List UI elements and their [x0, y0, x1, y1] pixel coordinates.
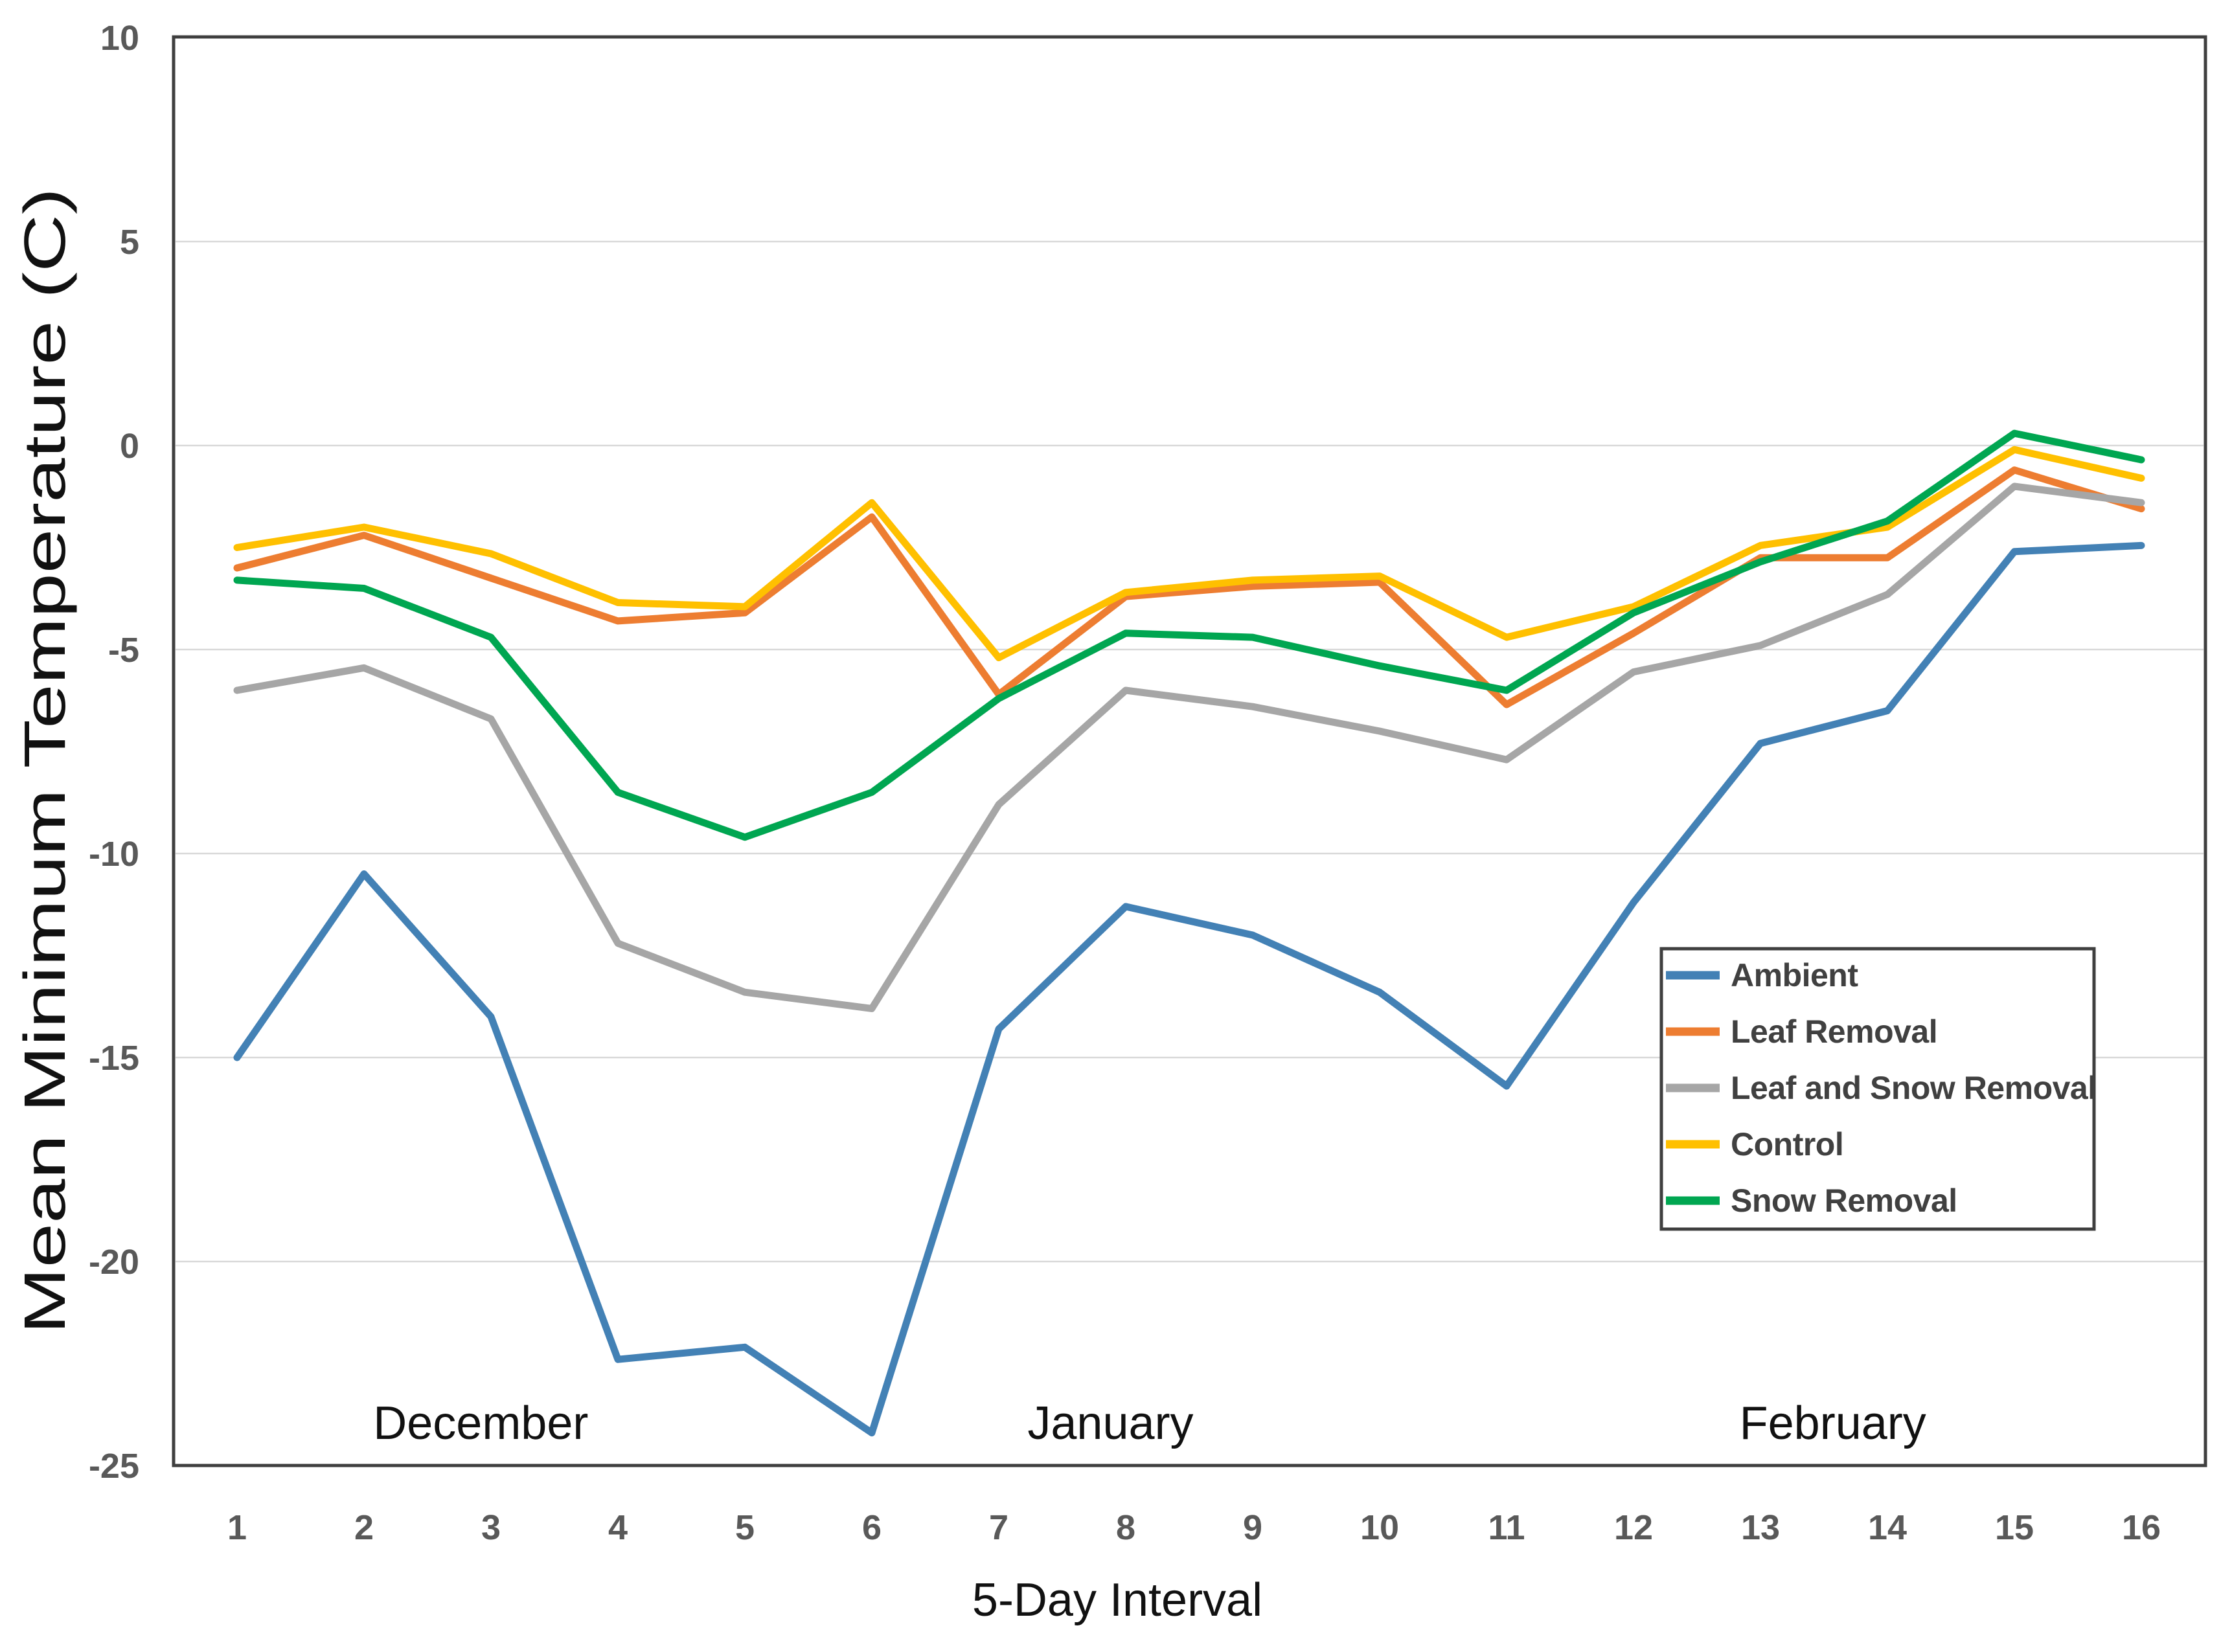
x-tick-label: 10	[1360, 1508, 1399, 1547]
y-tick-label: 0	[120, 427, 139, 466]
plot-border	[172, 35, 2207, 1467]
y-tick-label: -25	[89, 1447, 139, 1486]
x-tick-label: 9	[1243, 1508, 1262, 1547]
legend-label: Ambient	[1731, 957, 1858, 993]
x-tick-label: 4	[608, 1508, 628, 1547]
y-tick-label: -5	[108, 631, 139, 670]
legend-item: Leaf and Snow Removal	[1666, 1070, 2097, 1106]
legend-item: Ambient	[1666, 957, 1859, 993]
x-tick-label: 2	[354, 1508, 374, 1547]
month-label: December	[373, 1397, 588, 1449]
x-tick-label: 7	[989, 1508, 1008, 1547]
y-tick-label: -20	[89, 1243, 139, 1282]
legend-box	[1659, 947, 2096, 1231]
month-label: February	[1740, 1397, 1926, 1449]
y-axis-title: Mean Minimum Temperature (C)	[13, 188, 78, 1334]
month-label: January	[1027, 1397, 1193, 1449]
x-tick-label: 16	[2122, 1508, 2161, 1547]
series-line-leaf-removal	[233, 466, 2145, 708]
y-tick-label: -15	[89, 1039, 139, 1078]
legend-label: Leaf and Snow Removal	[1731, 1070, 2097, 1106]
series-line-ambient	[233, 541, 2145, 1437]
x-axis-title: 5-Day Interval	[972, 1574, 1262, 1626]
x-tick-label: 13	[1741, 1508, 1780, 1547]
x-tick-label: 1	[227, 1508, 247, 1547]
legend-item: Snow Removal	[1666, 1182, 1957, 1219]
legend-label: Snow Removal	[1731, 1182, 1957, 1219]
x-tick-label: 3	[481, 1508, 501, 1547]
legend-item: Leaf Removal	[1666, 1013, 1938, 1050]
x-tick-label: 15	[1995, 1508, 2034, 1547]
series-line-leaf-and-snow-removal	[233, 482, 2145, 1012]
y-tick-label: 5	[120, 223, 139, 262]
series-line-control	[233, 446, 2145, 662]
x-tick-label: 8	[1116, 1508, 1135, 1547]
x-tick-label: 5	[735, 1508, 755, 1547]
y-tick-label: 10	[100, 19, 139, 58]
x-tick-label: 11	[1488, 1508, 1525, 1547]
legend-label: Control	[1731, 1126, 1843, 1162]
x-tick-label: 6	[862, 1508, 882, 1547]
y-tick-label: -10	[89, 835, 139, 874]
x-tick-label: 14	[1868, 1508, 1907, 1547]
legend-item: Control	[1666, 1126, 1844, 1162]
series-line-snow-removal	[233, 429, 2145, 841]
x-tick-label: 12	[1614, 1508, 1653, 1547]
legend: Ambient Leaf Removal Leaf and Snow Removal…	[1659, 947, 2097, 1231]
legend-label: Leaf Removal	[1731, 1013, 1937, 1050]
